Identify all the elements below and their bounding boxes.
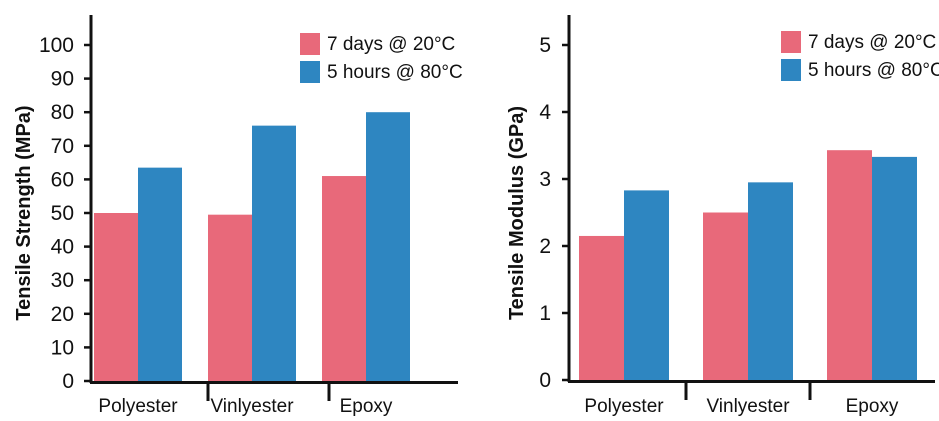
chart2-y-axis-title: Tensile Modulus (GPa)	[506, 106, 528, 320]
chart1-y-tick-label-30: 30	[51, 269, 74, 292]
chart1-y-tick-label-40: 40	[51, 236, 74, 259]
tensile-strength-chart: Polyester Vinlyester Epoxy 0 10 20 30 40 50 60 70 8…	[13, 15, 463, 417]
chart1-y-tick-label-50: 50	[51, 202, 74, 225]
chart1-category-label-epoxy: Epoxy	[340, 396, 393, 417]
chart1-y-tick-label-10: 10	[51, 336, 74, 359]
chart2-bar-epoxy-5-hours	[872, 156, 917, 380]
chart2-bar-vinlyester-7-days	[703, 212, 748, 380]
chart2-bar-polyester-5-hours	[624, 190, 669, 380]
chart2-legend-label-2: 5 hours @ 80°C	[808, 60, 939, 81]
chart2-legend-label-1: 7 days @ 20°C	[808, 32, 936, 53]
chart2-y-tick-label-5: 5	[539, 34, 551, 57]
chart1-bar-vinlyester-7-days	[208, 214, 252, 381]
chart1-y-tick-label-70: 70	[51, 135, 74, 158]
chart2-category-label-polyester: Polyester	[584, 396, 664, 417]
chart1-legend-label-2: 5 hours @ 80°C	[327, 62, 463, 83]
chart1-bar-polyester-5-hours	[138, 167, 182, 381]
chart1-y-tick-label-90: 90	[51, 68, 74, 91]
chart1-bar-epoxy-5-hours	[366, 112, 410, 381]
chart1-y-tick-label-80: 80	[51, 101, 74, 124]
chart2-legend-swatch-2	[781, 59, 801, 81]
chart1-bar-polyester-7-days	[94, 213, 138, 381]
chart1-y-axis-title: Tensile Strength (MPa)	[13, 105, 35, 320]
chart2-category-label-epoxy: Epoxy	[846, 396, 899, 417]
chart2-bar-vinlyester-5-hours	[748, 182, 793, 380]
chart1-legend-swatch-2	[300, 61, 320, 83]
chart1-bar-vinlyester-5-hours	[252, 125, 296, 381]
chart1-y-tick-label-60: 60	[51, 168, 74, 191]
chart1-category-label-polyester: Polyester	[98, 396, 178, 417]
chart2-legend-swatch-1	[781, 31, 801, 53]
chart1-y-tick-label-0: 0	[62, 370, 74, 393]
chart2-y-tick-label-2: 2	[539, 235, 551, 258]
chart2-category-label-vinlyester: Vinlyester	[706, 396, 790, 417]
chart1-bar-epoxy-7-days	[322, 176, 366, 381]
tensile-modulus-chart: Polyester Vinlyester Epoxy 0 1 2 3 4 5 Tensile Mo…	[506, 15, 939, 417]
chart2-y-tick-label-1: 1	[539, 302, 551, 325]
chart2-y-tick-label-3: 3	[539, 168, 551, 191]
chart2-y-tick-label-4: 4	[539, 101, 551, 124]
chart2-bar-polyester-7-days	[579, 235, 624, 380]
chart1-legend-label-1: 7 days @ 20°C	[327, 34, 455, 55]
chart2-bar-epoxy-7-days	[827, 150, 872, 380]
chart1-y-tick-label-100: 100	[39, 34, 74, 57]
chart1-category-label-vinlyester: Vinlyester	[210, 396, 294, 417]
chart2-y-tick-label-0: 0	[539, 369, 551, 392]
chart1-y-tick-label-20: 20	[51, 303, 74, 326]
chart1-legend-swatch-1	[300, 33, 320, 55]
